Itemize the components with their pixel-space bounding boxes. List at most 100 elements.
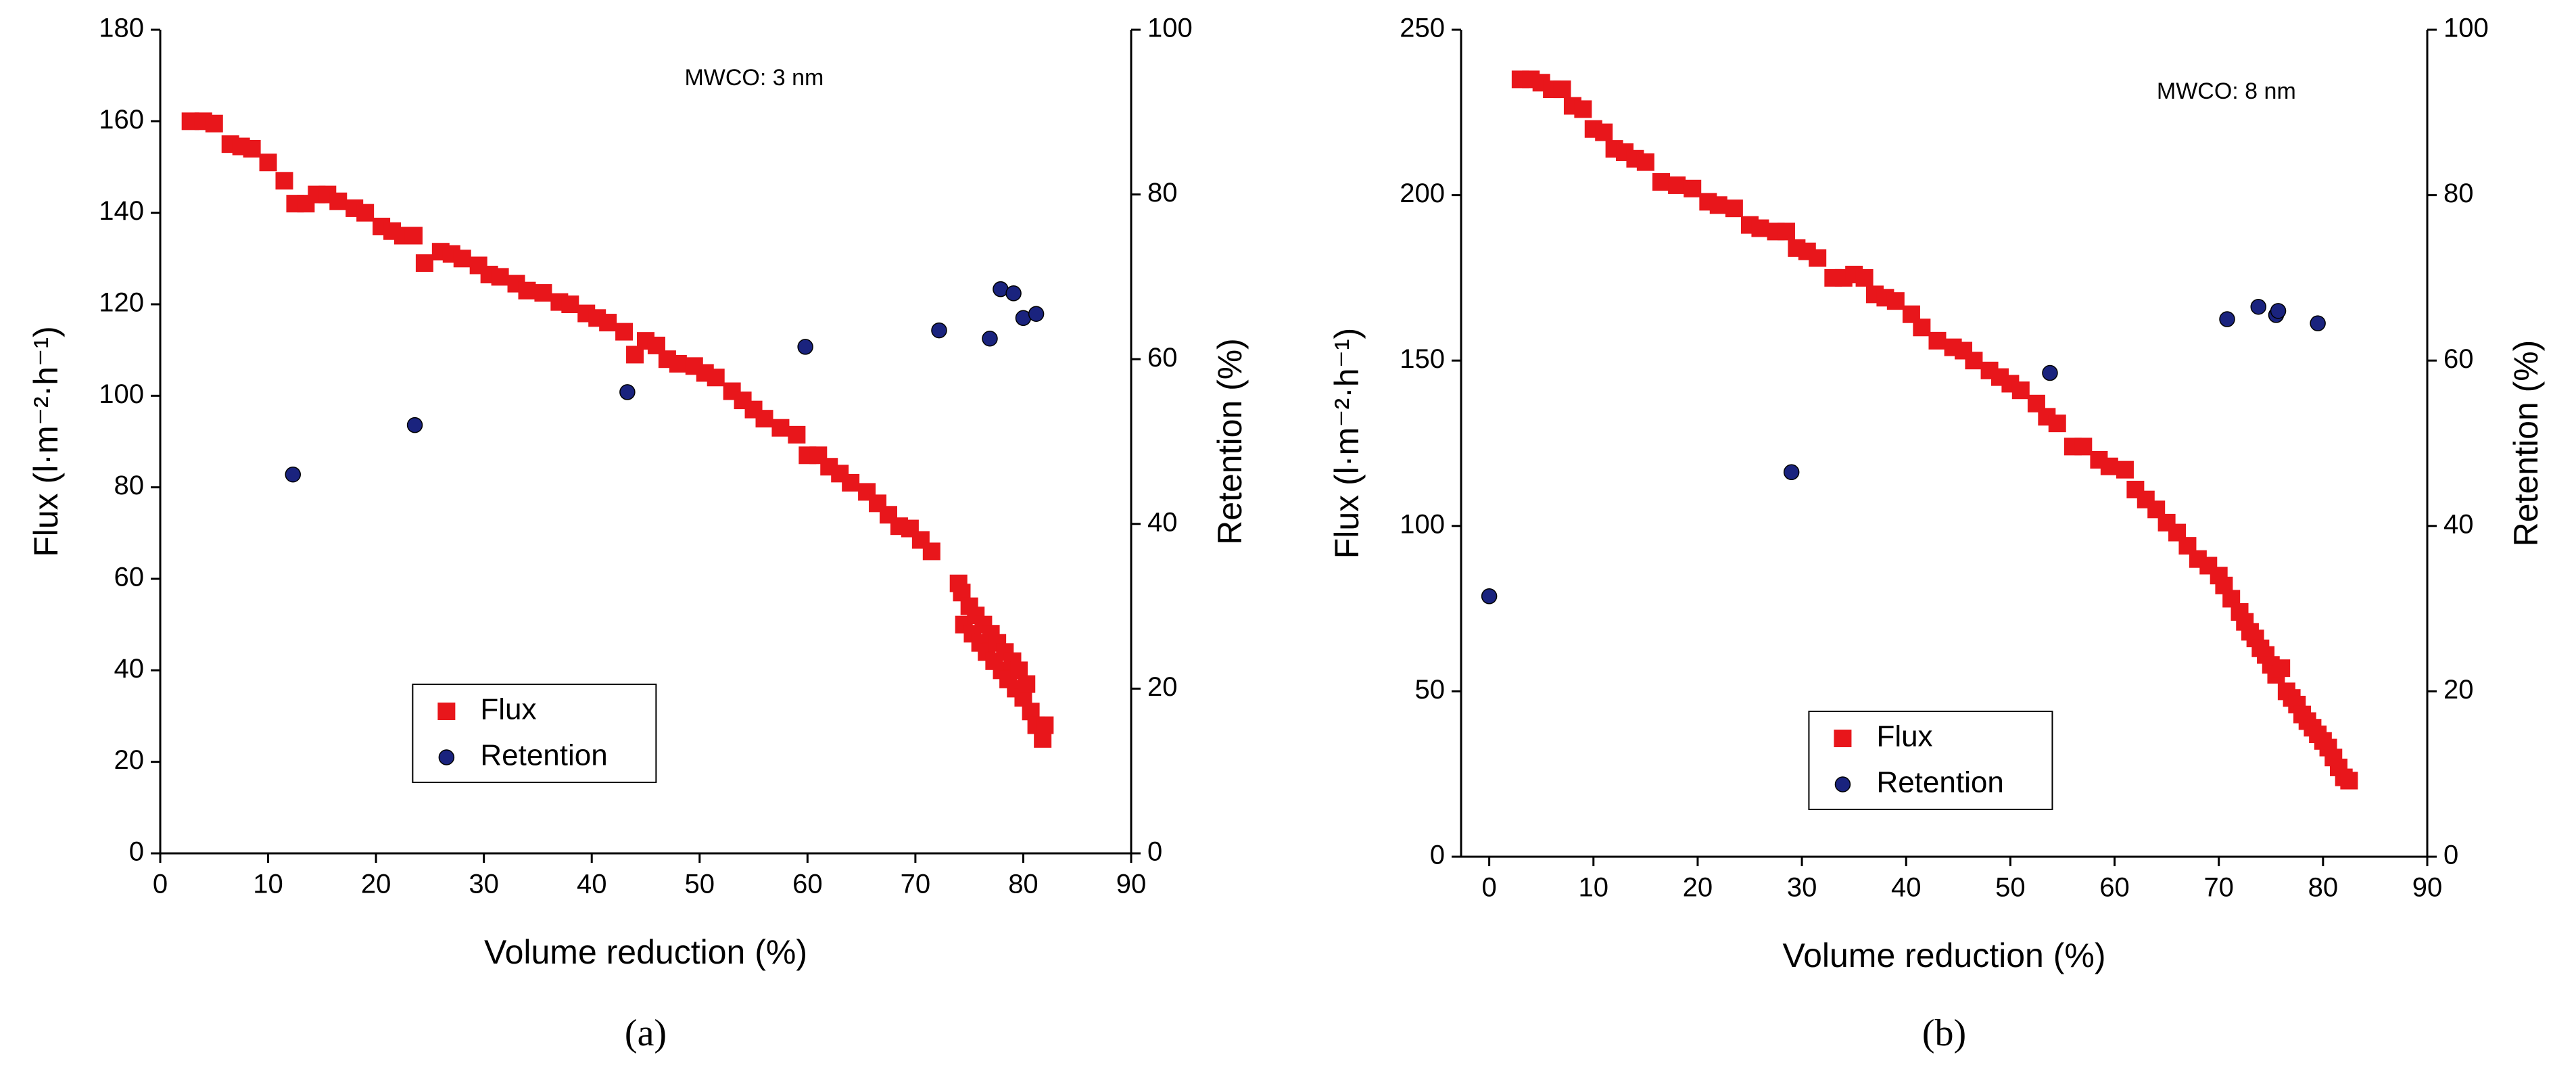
flux-point bbox=[404, 227, 423, 245]
legend-marker bbox=[437, 703, 456, 720]
flux-point bbox=[2100, 457, 2118, 475]
flux-point bbox=[561, 295, 579, 313]
retention-point bbox=[1028, 306, 1045, 322]
flux-point bbox=[1684, 179, 1702, 197]
y-tick-label: 250 bbox=[1400, 14, 1445, 43]
y-tick-label: 120 bbox=[99, 288, 144, 318]
x-tick-label: 10 bbox=[1579, 873, 1609, 903]
x-tick-label: 90 bbox=[2412, 873, 2443, 903]
y-tick-label: 20 bbox=[114, 745, 145, 775]
retention-point bbox=[619, 384, 636, 400]
flux-point bbox=[2340, 772, 2358, 790]
flux-point bbox=[1036, 716, 1054, 734]
retention-point bbox=[285, 466, 302, 483]
legend-label: Retention bbox=[480, 739, 607, 772]
flux-point bbox=[1751, 219, 1769, 237]
x-tick-label: 50 bbox=[1995, 873, 2026, 903]
x-tick-label: 20 bbox=[1683, 873, 1713, 903]
flux-point bbox=[1668, 176, 1686, 194]
retention-point bbox=[406, 417, 423, 433]
x-axis-label: Volume reduction (%) bbox=[484, 933, 807, 971]
y-tick-label: 160 bbox=[99, 105, 144, 135]
flux-point bbox=[2116, 460, 2134, 479]
legend-label: Retention bbox=[1876, 766, 2003, 799]
flux-point bbox=[1913, 318, 1931, 337]
retention-point bbox=[2310, 315, 2326, 331]
y2-tick-label: 40 bbox=[2443, 509, 2474, 539]
legend-box bbox=[1808, 711, 2053, 810]
flux-point bbox=[842, 473, 860, 492]
x-tick-label: 30 bbox=[1787, 873, 1817, 903]
retention-point bbox=[2042, 364, 2058, 381]
flux-point bbox=[259, 153, 277, 172]
retention-point bbox=[2219, 311, 2235, 327]
flux-point bbox=[415, 254, 433, 273]
y2-tick-label: 100 bbox=[1147, 14, 1193, 43]
y2-tick-label: 0 bbox=[1147, 837, 1162, 867]
flux-point bbox=[1777, 222, 1795, 241]
x-tick-label: 30 bbox=[469, 870, 499, 899]
y2-tick-label: 20 bbox=[1147, 672, 1178, 702]
flux-point bbox=[534, 284, 552, 302]
flux-point bbox=[453, 250, 471, 268]
x-tick-label: 70 bbox=[901, 870, 931, 899]
legend-marker bbox=[1834, 776, 1851, 792]
x-tick-label: 70 bbox=[2203, 873, 2234, 903]
retention-point bbox=[982, 331, 998, 347]
x-tick-label: 40 bbox=[1891, 873, 1922, 903]
legend-marker bbox=[438, 749, 455, 765]
flux-point bbox=[771, 419, 790, 437]
flux-point bbox=[1965, 352, 1983, 370]
y-tick-label: 140 bbox=[99, 196, 144, 226]
flux-point bbox=[518, 281, 536, 300]
flux-point bbox=[788, 425, 806, 444]
flux-point bbox=[615, 323, 634, 341]
retention-point bbox=[1783, 464, 1800, 481]
y-tick-label: 100 bbox=[99, 379, 144, 409]
flux-point bbox=[1809, 249, 1827, 267]
flux-point bbox=[1595, 123, 1613, 141]
retention-point bbox=[2270, 303, 2287, 319]
y-tick-label: 40 bbox=[114, 654, 145, 684]
flux-point bbox=[329, 192, 348, 210]
flux-point bbox=[1652, 173, 1670, 191]
flux-point bbox=[205, 114, 223, 133]
x-tick-label: 20 bbox=[361, 870, 391, 899]
y-axis-label: Flux (l·m⁻²·h⁻¹) bbox=[1328, 328, 1366, 559]
panel-label: (a) bbox=[625, 1012, 667, 1054]
legend-label: Flux bbox=[480, 693, 536, 726]
flux-point bbox=[1636, 153, 1654, 171]
flux-point bbox=[755, 410, 773, 428]
y-tick-label: 50 bbox=[1415, 675, 1446, 705]
y-tick-label: 0 bbox=[1430, 841, 1445, 870]
retention-point bbox=[931, 322, 947, 339]
x-tick-label: 80 bbox=[2308, 873, 2339, 903]
flux-point bbox=[669, 354, 687, 373]
x-tick-label: 50 bbox=[685, 870, 715, 899]
y2-tick-label: 80 bbox=[1147, 178, 1178, 208]
flux-point bbox=[2011, 381, 2030, 400]
flux-point bbox=[2048, 415, 2066, 433]
x-tick-label: 40 bbox=[577, 870, 607, 899]
flux-point bbox=[1018, 675, 1036, 693]
y2-tick-label: 100 bbox=[2443, 14, 2489, 43]
retention-point bbox=[797, 339, 813, 355]
flux-point bbox=[356, 204, 375, 222]
x-tick-label: 60 bbox=[792, 870, 823, 899]
y2-tick-label: 40 bbox=[1147, 507, 1178, 537]
x-axis-label: Volume reduction (%) bbox=[1782, 937, 2105, 974]
flux-point bbox=[1725, 199, 1743, 218]
retention-point bbox=[1005, 285, 1022, 302]
y2-tick-label: 0 bbox=[2443, 841, 2458, 870]
x-tick-label: 0 bbox=[153, 870, 168, 899]
flux-point bbox=[1709, 196, 1727, 214]
flux-point bbox=[922, 542, 940, 561]
flux-point bbox=[1574, 100, 1592, 118]
annotation: MWCO: 8 nm bbox=[2157, 78, 2296, 104]
x-tick-label: 0 bbox=[1481, 873, 1496, 903]
y2-axis-label: Retention (%) bbox=[2507, 340, 2545, 547]
flux-point bbox=[243, 139, 261, 158]
y-tick-label: 60 bbox=[114, 563, 145, 592]
legend-label: Flux bbox=[1876, 720, 1932, 753]
y2-tick-label: 60 bbox=[2443, 344, 2474, 374]
